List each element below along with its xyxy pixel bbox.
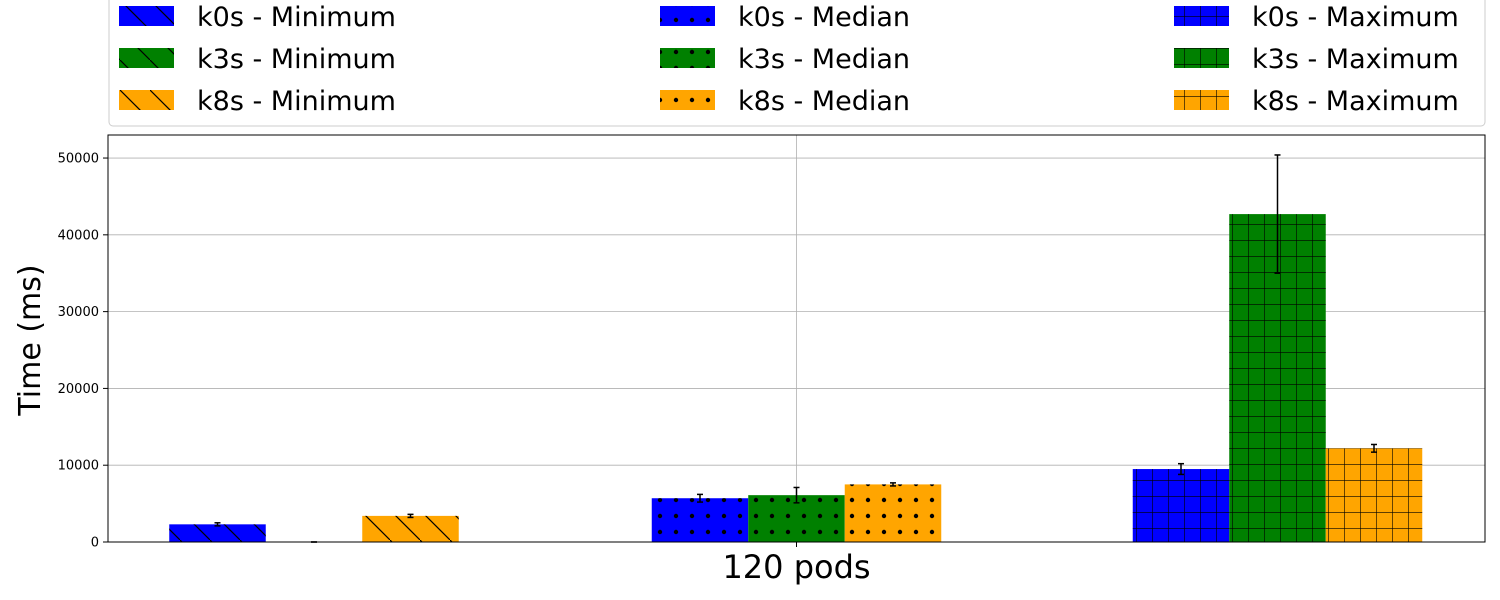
- legend-swatch-hatch-k0s-minimum: [119, 6, 174, 26]
- legend-label-k3s-maximum: k3s - Maximum: [1252, 44, 1459, 75]
- legend-label-k0s-median: k0s - Median: [738, 2, 910, 33]
- y-axis-label: Time (ms): [13, 264, 48, 416]
- legend-swatch-hatch-k3s-minimum: [119, 48, 174, 68]
- y-tick-label: 10000: [58, 459, 99, 474]
- legend-label-k8s-median: k8s - Median: [738, 86, 910, 117]
- legend-swatch-hatch-k0s-median: [660, 6, 715, 26]
- bars: [169, 214, 1423, 542]
- y-axis: 0 10000 20000 30000 40000 50000: [58, 152, 108, 551]
- bar-hatch-k0s-maximum: [1132, 469, 1230, 542]
- bar-hatch-k8s-median: [844, 484, 942, 542]
- legend-label-k3s-median: k3s - Median: [738, 44, 910, 75]
- y-tick-label: 40000: [58, 228, 99, 243]
- legend-swatch-hatch-k3s-median: [660, 48, 715, 68]
- legend-swatch-hatch-k3s-maximum: [1174, 48, 1229, 68]
- legend: k0s - Minimum k3s - Minimum k8s - Minimum k…: [108, 0, 1486, 127]
- legend-frame: [108, 0, 1486, 127]
- bar-hatch-k8s-minimum: [362, 515, 459, 542]
- bar-hatch-k0s-median: [651, 498, 749, 542]
- legend-swatch-hatch-k8s-median: [660, 90, 715, 110]
- y-tick-label: 0: [91, 536, 99, 551]
- legend-label-k8s-maximum: k8s - Maximum: [1252, 86, 1459, 117]
- y-tick-label: 20000: [58, 382, 99, 397]
- legend-swatch-hatch-k0s-maximum: [1174, 6, 1229, 26]
- legend-swatch-hatch-k8s-minimum: [119, 90, 174, 110]
- legend-swatch-hatch-k8s-maximum: [1174, 90, 1229, 110]
- y-tick-label: 50000: [58, 152, 99, 167]
- legend-label-k0s-maximum: k0s - Maximum: [1252, 2, 1459, 33]
- bar-hatch-k8s-maximum: [1325, 448, 1423, 542]
- y-tick-label: 30000: [58, 305, 99, 320]
- x-tick-label: 120 pods: [722, 548, 870, 586]
- legend-label-k8s-minimum: k8s - Minimum: [197, 86, 396, 117]
- bar-hatch-k0s-minimum: [169, 524, 266, 542]
- legend-label-k0s-minimum: k0s - Minimum: [197, 2, 396, 33]
- legend-label-k3s-minimum: k3s - Minimum: [197, 44, 396, 75]
- x-axis: 120 pods: [722, 542, 871, 586]
